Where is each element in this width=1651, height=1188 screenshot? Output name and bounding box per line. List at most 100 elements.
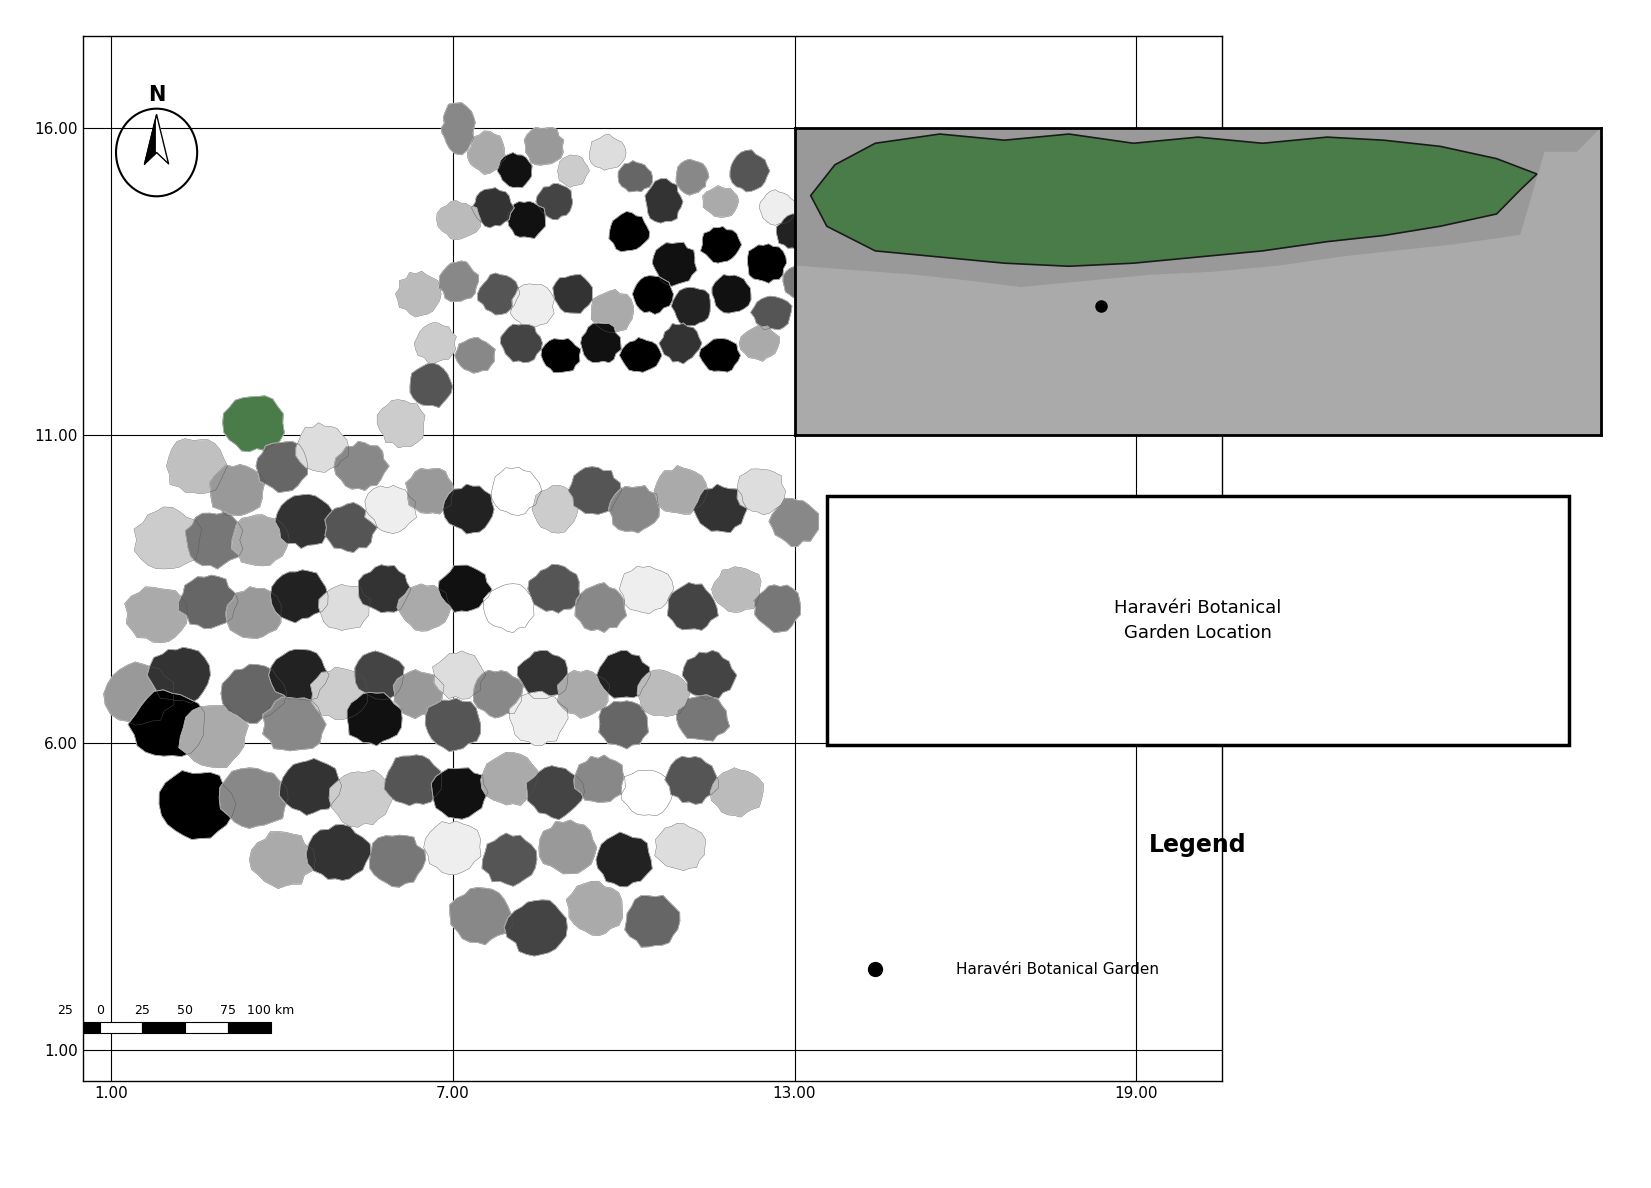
Polygon shape: [509, 691, 568, 746]
Polygon shape: [178, 575, 238, 628]
Polygon shape: [431, 767, 489, 820]
Polygon shape: [223, 396, 284, 451]
Bar: [99, 1022, 142, 1034]
Polygon shape: [510, 284, 555, 328]
Text: Legend: Legend: [1149, 833, 1247, 857]
Polygon shape: [523, 127, 565, 165]
Polygon shape: [558, 154, 589, 188]
Polygon shape: [263, 697, 327, 751]
Polygon shape: [256, 442, 307, 493]
Polygon shape: [566, 881, 622, 936]
Polygon shape: [210, 465, 266, 516]
Polygon shape: [376, 399, 424, 448]
Polygon shape: [568, 467, 621, 514]
Polygon shape: [538, 820, 598, 874]
Polygon shape: [609, 486, 659, 533]
Polygon shape: [296, 423, 348, 473]
Polygon shape: [740, 326, 779, 361]
Polygon shape: [659, 323, 702, 364]
Polygon shape: [249, 832, 315, 889]
Polygon shape: [127, 690, 205, 757]
Polygon shape: [393, 670, 444, 719]
Polygon shape: [365, 486, 416, 533]
Polygon shape: [596, 651, 650, 699]
Polygon shape: [231, 514, 289, 565]
Polygon shape: [712, 274, 751, 314]
Polygon shape: [575, 754, 626, 802]
Polygon shape: [385, 754, 442, 805]
Polygon shape: [542, 339, 581, 373]
Polygon shape: [319, 584, 370, 631]
Polygon shape: [480, 752, 538, 805]
Polygon shape: [414, 323, 456, 365]
Polygon shape: [672, 287, 710, 326]
Polygon shape: [157, 115, 168, 164]
Polygon shape: [276, 494, 334, 549]
Polygon shape: [624, 896, 680, 947]
Polygon shape: [783, 264, 817, 298]
Polygon shape: [575, 582, 627, 632]
Polygon shape: [710, 767, 763, 817]
Text: N: N: [149, 86, 165, 106]
Polygon shape: [537, 183, 573, 220]
Polygon shape: [325, 503, 378, 552]
Text: 75: 75: [220, 1004, 236, 1017]
Polygon shape: [665, 756, 718, 804]
Polygon shape: [424, 699, 480, 752]
Polygon shape: [220, 767, 289, 828]
Polygon shape: [646, 178, 684, 223]
Polygon shape: [652, 242, 697, 286]
Polygon shape: [596, 832, 652, 887]
Text: Haravéri Botanical
Garden Location: Haravéri Botanical Garden Location: [1114, 599, 1281, 643]
FancyBboxPatch shape: [827, 497, 1568, 745]
Polygon shape: [528, 564, 581, 613]
Polygon shape: [178, 706, 249, 767]
Polygon shape: [305, 824, 371, 880]
Polygon shape: [776, 214, 814, 249]
Polygon shape: [507, 201, 546, 239]
Polygon shape: [730, 150, 769, 192]
Polygon shape: [269, 649, 329, 700]
Polygon shape: [712, 567, 761, 612]
Polygon shape: [310, 668, 367, 720]
Polygon shape: [655, 823, 705, 871]
Polygon shape: [654, 466, 708, 514]
Polygon shape: [492, 467, 542, 516]
Polygon shape: [753, 584, 801, 633]
Polygon shape: [621, 770, 674, 816]
Polygon shape: [553, 274, 593, 314]
Polygon shape: [347, 693, 403, 746]
Polygon shape: [794, 266, 1020, 435]
Polygon shape: [619, 337, 662, 372]
Polygon shape: [811, 134, 1537, 266]
Polygon shape: [477, 273, 520, 315]
Polygon shape: [436, 201, 480, 240]
Polygon shape: [396, 271, 441, 317]
Polygon shape: [703, 185, 738, 217]
Polygon shape: [700, 227, 741, 264]
Polygon shape: [406, 468, 454, 514]
Polygon shape: [794, 235, 1601, 435]
Polygon shape: [438, 565, 492, 613]
Polygon shape: [370, 835, 426, 887]
Polygon shape: [637, 670, 690, 716]
Polygon shape: [454, 337, 495, 373]
Polygon shape: [769, 498, 819, 546]
Polygon shape: [467, 131, 505, 175]
Polygon shape: [279, 758, 342, 815]
Polygon shape: [500, 324, 543, 362]
Polygon shape: [424, 821, 480, 874]
Polygon shape: [581, 323, 621, 362]
Polygon shape: [271, 570, 329, 623]
Polygon shape: [591, 290, 634, 333]
Polygon shape: [484, 583, 535, 633]
Polygon shape: [682, 650, 736, 700]
Polygon shape: [693, 484, 748, 532]
Polygon shape: [504, 899, 568, 956]
Polygon shape: [609, 211, 650, 252]
Polygon shape: [226, 587, 281, 639]
Polygon shape: [675, 159, 708, 195]
Polygon shape: [751, 296, 792, 330]
Text: 50: 50: [177, 1004, 193, 1017]
Polygon shape: [134, 507, 201, 569]
